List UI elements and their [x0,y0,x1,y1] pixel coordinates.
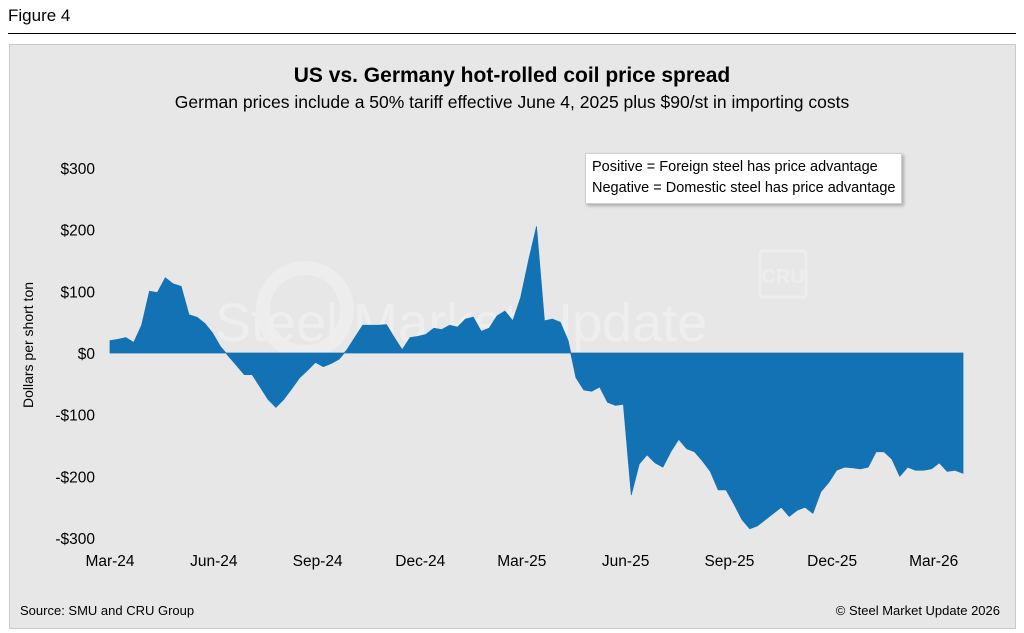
x-tick-label: Dec-24 [395,553,445,570]
y-tick-label: $300 [61,161,96,178]
x-tick-label: Jun-25 [602,553,649,570]
copyright-note: © Steel Market Update 2026 [835,603,1000,618]
x-axis: Mar-24 Jun-24 Sep-24 Dec-24 Mar-25 Jun-25 Sep-… [85,553,958,570]
x-tick-label: Dec-25 [807,553,857,570]
figure-label: Figure 4 [8,6,71,25]
chart-subtitle: German prices include a 50% tariff effec… [174,92,850,112]
y-tick-label: -$200 [55,469,95,486]
x-tick-label: Mar-24 [85,553,134,570]
y-tick-label: -$300 [55,531,95,548]
watermark-cru-text: CRU [761,266,804,288]
y-tick-label: -$100 [55,408,95,425]
x-tick-label: Mar-26 [909,553,958,570]
y-tick-label: $100 [61,284,96,301]
x-tick-label: Mar-25 [497,553,546,570]
x-tick-label: Sep-25 [704,553,754,570]
watermark-cru-logo [758,249,808,299]
series-layer [109,226,964,530]
watermark-logo-ring [256,261,354,359]
y-tick-label: $0 [78,346,96,363]
legend-entry-negative: Negative = Domestic steel has price adva… [592,180,896,196]
x-tick-label: Sep-24 [293,553,343,570]
chart-title: US vs. Germany hot-rolled coil price spr… [293,64,731,87]
chart-legend: Positive = Foreign steel has price advan… [585,153,903,204]
series-area [109,226,964,530]
source-note: Source: SMU and CRU Group [20,603,195,618]
figure-divider [8,33,1016,34]
legend-entry-positive: Positive = Foreign steel has price advan… [592,159,878,175]
x-tick-label: Jun-24 [190,553,238,570]
y-tick-label: $200 [61,223,96,240]
y-axis: $300 $200 $100 $0 -$100 -$200 -$300 [55,161,95,548]
y-axis-label: Dollars per short ton [20,281,36,409]
